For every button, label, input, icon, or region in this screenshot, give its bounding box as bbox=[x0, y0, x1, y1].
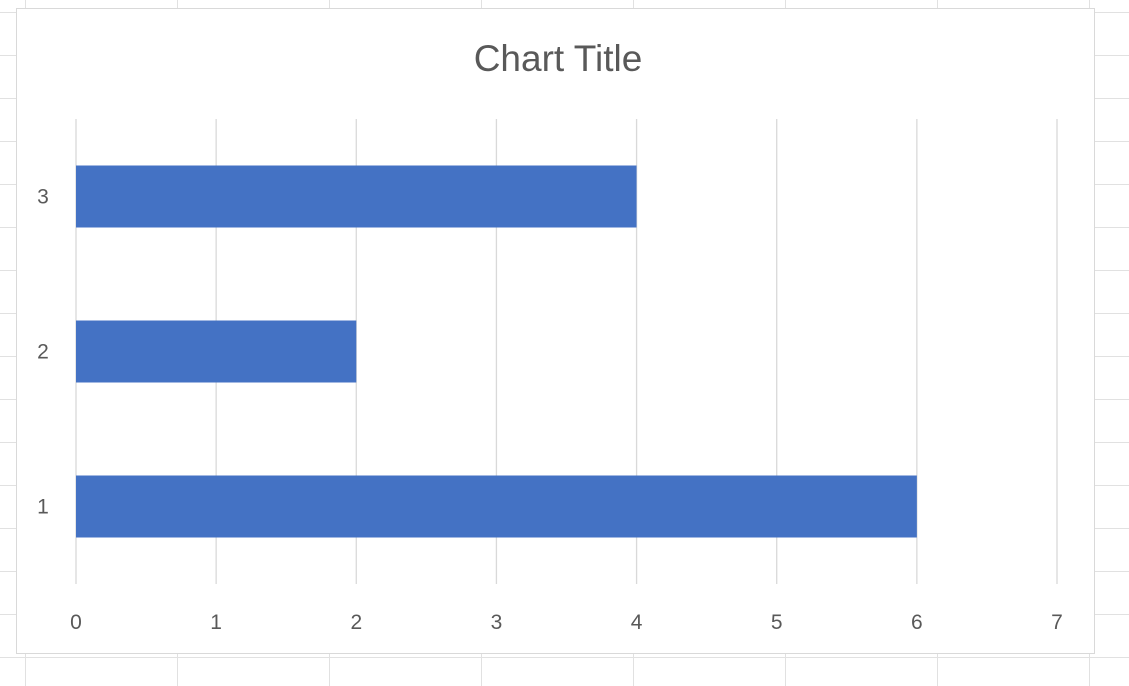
y-tick-label: 2 bbox=[37, 341, 49, 364]
y-axis-labels: 1 2 3 bbox=[37, 186, 49, 519]
x-axis-labels: 0 1 2 3 4 5 6 7 bbox=[70, 611, 1063, 634]
bar-1[interactable] bbox=[76, 475, 917, 538]
x-tick-label: 3 bbox=[491, 611, 503, 634]
chart-area[interactable]: Chart Title 1 2 3 0 1 2 3 4 5 6 7 bbox=[16, 8, 1095, 654]
x-tick-label: 0 bbox=[70, 611, 82, 634]
bar-3[interactable] bbox=[76, 165, 637, 228]
bar-2[interactable] bbox=[76, 320, 357, 383]
bar-chart: Chart Title 1 2 3 0 1 2 3 4 5 6 7 bbox=[37, 38, 1063, 634]
x-tick-label: 7 bbox=[1051, 611, 1063, 634]
x-tick-label: 4 bbox=[631, 611, 643, 634]
x-tick-label: 1 bbox=[210, 611, 222, 634]
x-tick-label: 2 bbox=[350, 611, 362, 634]
y-tick-label: 3 bbox=[37, 186, 49, 209]
x-tick-label: 5 bbox=[771, 611, 783, 634]
bar-series bbox=[76, 165, 917, 538]
x-tick-label: 6 bbox=[911, 611, 923, 634]
chart-title[interactable]: Chart Title bbox=[474, 38, 643, 79]
y-tick-label: 1 bbox=[37, 496, 49, 519]
